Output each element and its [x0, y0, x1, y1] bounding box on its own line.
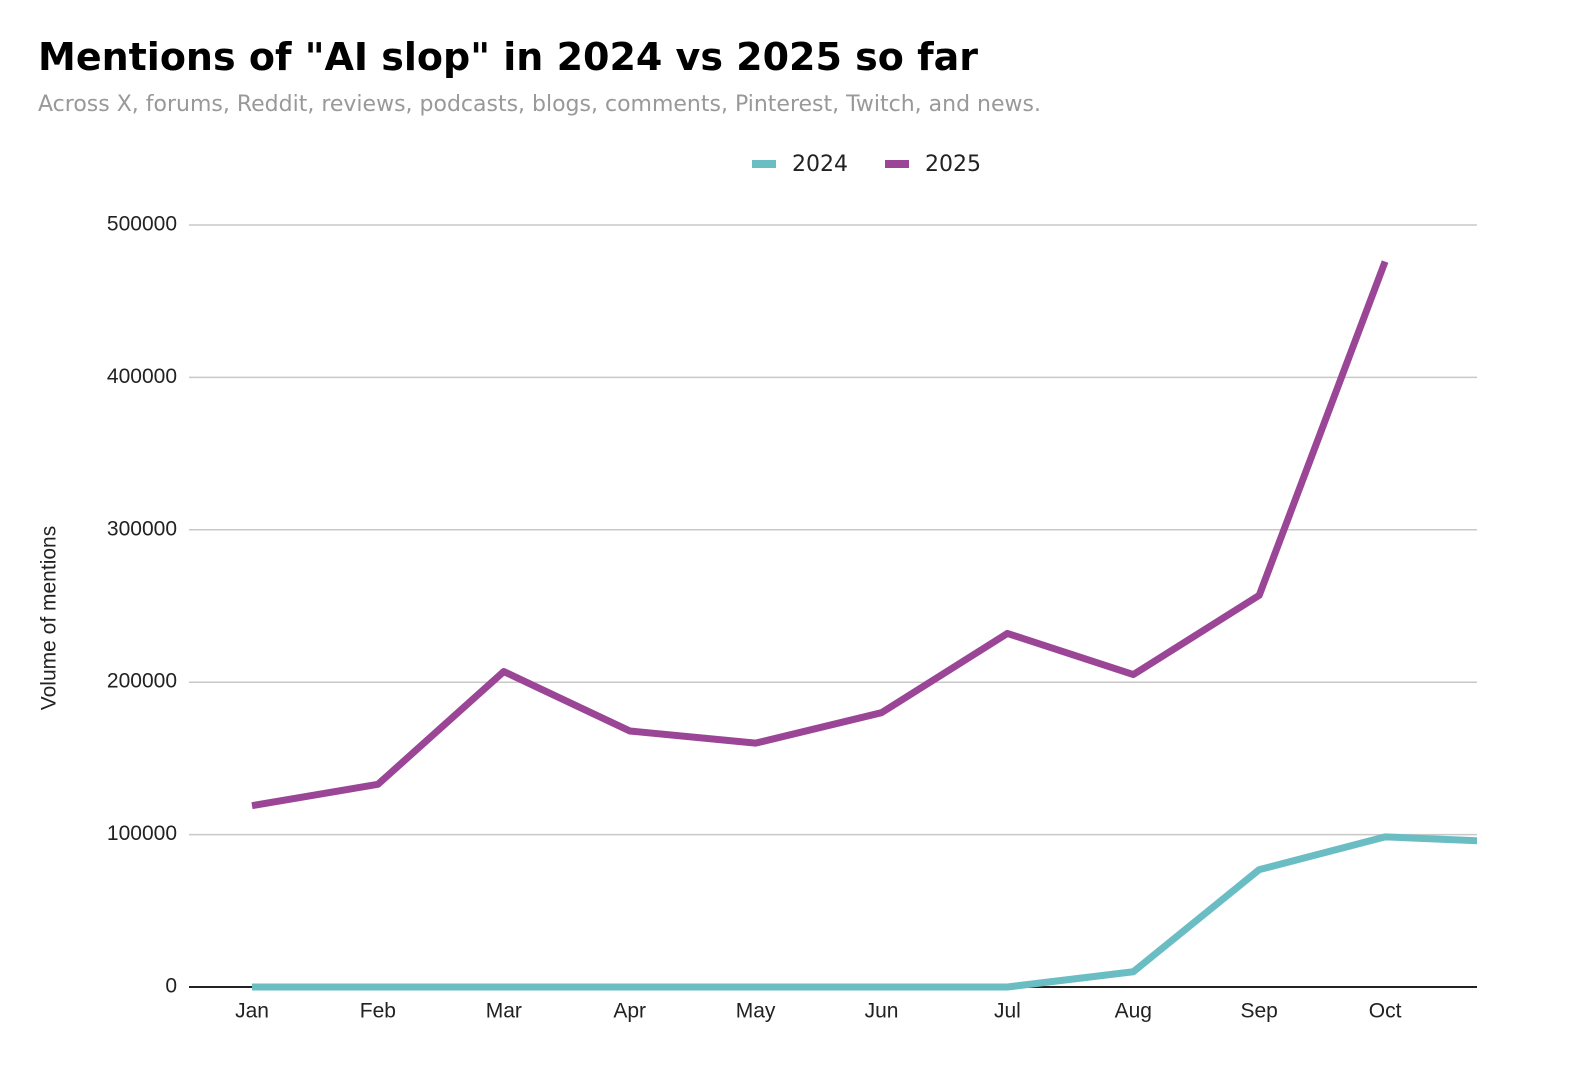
x-tick-label: Feb [360, 1000, 396, 1023]
x-tick-label: Oct [1369, 1000, 1402, 1023]
x-tick-label: May [736, 1000, 776, 1023]
y-tick-label: 300000 [107, 517, 177, 540]
chart-subtitle: Across X, forums, Reddit, reviews, podca… [38, 92, 1041, 117]
y-tick-label: 500000 [107, 213, 177, 236]
x-tick-label: Mar [486, 1000, 522, 1023]
y-tick-label: 100000 [107, 822, 177, 845]
legend-swatch [885, 160, 909, 168]
legend-label: 2024 [792, 152, 848, 177]
y-tick-label: 200000 [107, 670, 177, 693]
x-tick-label: Jan [235, 1000, 269, 1023]
legend-label: 2025 [925, 152, 981, 177]
legend-swatch [752, 160, 776, 168]
x-tick-label: Jun [865, 1000, 899, 1023]
x-tick-label: Jul [994, 1000, 1021, 1023]
line-series [251, 260, 1389, 810]
chart-title: Mentions of "AI slop" in 2024 vs 2025 so… [38, 35, 978, 79]
x-tick-label: Aug [1115, 1000, 1152, 1023]
y-tick-label: 400000 [107, 365, 177, 388]
plot-area [251, 260, 1477, 991]
y-tick-label: 0 [165, 975, 177, 998]
y-axis-title: Volume of mentions [38, 526, 61, 710]
x-tick-label: Apr [613, 1000, 646, 1023]
x-tick-label: Sep [1241, 1000, 1278, 1023]
line-series [252, 833, 1477, 991]
